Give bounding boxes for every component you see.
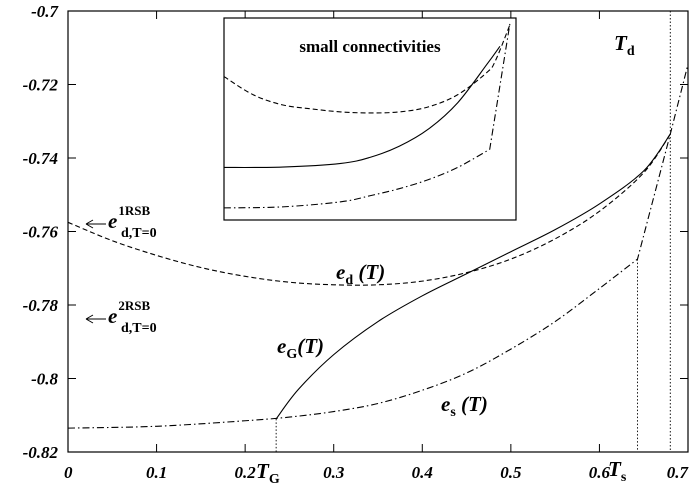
x-tick-label: 0	[64, 463, 73, 482]
x-tick-label: 0.4	[412, 463, 433, 482]
inset-title: small connectivities	[299, 37, 441, 56]
y-tick-label: -0.82	[23, 443, 59, 462]
label-t-s: Ts	[608, 457, 627, 485]
y-tick-label: -0.76	[23, 223, 59, 242]
x-axis: 0 0.1 0.2 0.3 0.4 0.5 0.6 0.7	[64, 11, 690, 482]
series-e-gt	[275, 133, 671, 420]
annotation-e-1rsb: e1RSB d,T=0	[85, 203, 157, 241]
y-axis: -0.82 -0.8 -0.78 -0.76 -0.74 -0.72 -0.7	[23, 2, 688, 462]
y-tick-label: -0.74	[23, 149, 58, 168]
label-e-s: es (T)	[441, 392, 488, 420]
label-t-d: Td	[614, 31, 635, 59]
x-tick-label: 0.6	[589, 463, 611, 482]
inset-frame	[223, 17, 517, 221]
label-e-g: eG(T)	[277, 334, 324, 362]
x-tick-label: 0.5	[500, 463, 522, 482]
y-tick-label: -0.72	[23, 76, 59, 95]
label-e-d: ed (T)	[336, 260, 385, 288]
inset-series	[223, 21, 511, 209]
label-t-g: TG	[256, 459, 280, 487]
temperature-markers	[275, 11, 671, 452]
x-tick-label: 0.1	[146, 463, 167, 482]
inset-chart: small connectivities	[223, 17, 517, 221]
series-e-st	[67, 64, 689, 429]
inset-series-solid	[223, 45, 501, 169]
annotation-e-2rsb: e2RSB d,T=0	[85, 298, 157, 336]
x-tick-label: 0.3	[323, 463, 345, 482]
main-series	[67, 64, 689, 429]
x-tick-label: 0.7	[667, 463, 690, 482]
y-tick-label: -0.8	[31, 370, 58, 389]
y-tick-label: -0.78	[23, 296, 59, 315]
inset-series-dashdot	[223, 21, 511, 209]
series-e-dt	[67, 133, 671, 286]
y-tick-label: -0.7	[31, 2, 59, 21]
x-tick-label: 0.2	[235, 463, 257, 482]
inset-series-dashed	[223, 23, 511, 114]
